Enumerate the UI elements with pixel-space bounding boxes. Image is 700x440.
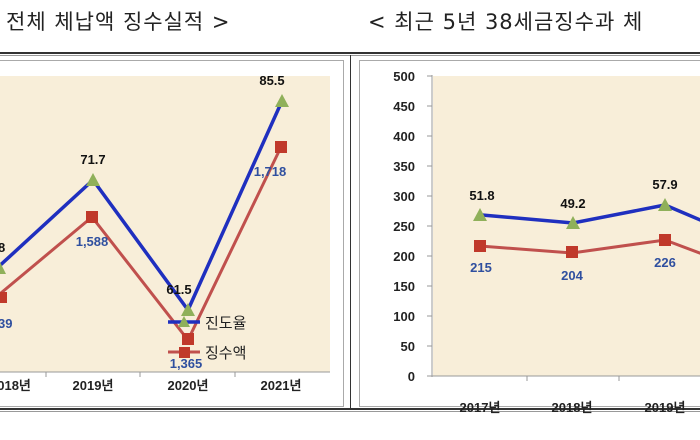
amount-line [0, 146, 283, 343]
rate-label-2019: 57.9 [652, 177, 677, 192]
y-tick-50: 50 [401, 339, 415, 354]
right-chart: 500 450 400 350 300 250 200 150 100 50 0… [393, 69, 700, 415]
y-tick-400: 400 [393, 129, 415, 144]
amount-line [479, 238, 700, 255]
bottom-divider [0, 408, 700, 410]
rate-label-2021: 85.5 [259, 73, 284, 88]
y-tick-300: 300 [393, 189, 415, 204]
amount-label-2021: 1,718 [254, 164, 287, 179]
amount-marker [86, 211, 98, 223]
rate-label-2019: 71.7 [80, 152, 105, 167]
left-chart-title: 전체 체납액 징수실적 > [6, 10, 231, 34]
rate-line [481, 203, 700, 225]
rate-marker [566, 216, 580, 229]
rate-marker [0, 262, 6, 274]
amount-marker [0, 292, 7, 303]
legend-amount-marker [179, 347, 190, 358]
amount-label-2018: 204 [561, 268, 583, 283]
left-chart: 8 71.7 61.5 85.5 39 1,588 1,365 1,718 진도… [0, 73, 330, 393]
y-tick-500: 500 [393, 69, 415, 84]
amount-label-2020: 1,365 [170, 356, 203, 371]
x-label-2017: 2017년 [460, 400, 501, 415]
amount-marker [182, 333, 194, 345]
rate-marker [275, 94, 289, 107]
x-label-2018: 2018년 [0, 378, 31, 393]
rate-label-2018: 49.2 [560, 196, 585, 211]
amount-marker [474, 240, 486, 252]
x-label-2021: 2021년 [261, 378, 302, 393]
left-legend: 진도율 징수액 [168, 314, 246, 362]
x-label-2018: 2018년 [552, 400, 593, 415]
x-label-2020: 2020년 [168, 378, 209, 393]
y-tick-350: 350 [393, 159, 415, 174]
rate-label-2020: 61.5 [166, 282, 191, 297]
amount-marker [566, 246, 578, 258]
rate-marker [473, 208, 487, 221]
right-chart-title: < 최근 5년 38세금징수과 체 [368, 10, 644, 34]
rate-marker [181, 303, 195, 316]
rate-line [0, 100, 284, 314]
top-divider [0, 52, 700, 54]
legend-rate-marker [178, 316, 190, 327]
y-tick-150: 150 [393, 279, 415, 294]
rate-label-2017: 51.8 [469, 188, 494, 203]
right-plot-area [433, 76, 700, 376]
y-tick-0: 0 [408, 369, 415, 384]
amount-label-2019: 1,588 [76, 234, 109, 249]
rate-marker [86, 173, 100, 186]
left-plot-area [0, 76, 330, 372]
amount-label-2019: 226 [654, 255, 676, 270]
x-label-2019: 2019년 [645, 400, 686, 415]
legend-rate-label: 진도율 [205, 314, 246, 332]
amount-marker [659, 234, 671, 246]
bottom-divider-thin [0, 411, 700, 412]
y-tick-450: 450 [393, 99, 415, 114]
y-tick-200: 200 [393, 249, 415, 264]
legend-amount-label: 징수액 [205, 344, 246, 362]
x-label-2019: 2019년 [73, 378, 114, 393]
y-tick-250: 250 [393, 219, 415, 234]
panel-divider [350, 55, 351, 409]
rate-label-2018: 8 [0, 240, 5, 255]
y-tick-100: 100 [393, 309, 415, 324]
amount-marker [275, 141, 287, 153]
amount-label-2018: 39 [0, 316, 12, 331]
rate-marker [658, 198, 672, 211]
amount-label-2017: 215 [470, 260, 492, 275]
